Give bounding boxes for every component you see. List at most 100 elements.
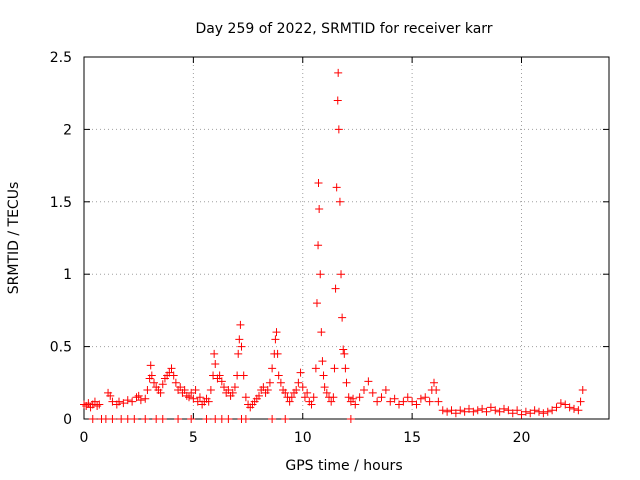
data-point xyxy=(561,400,570,409)
data-point xyxy=(341,364,350,373)
data-point xyxy=(281,388,290,397)
data-point xyxy=(495,407,504,416)
data-point xyxy=(482,407,491,416)
data-point xyxy=(300,393,309,402)
data-point xyxy=(565,403,574,412)
data-point xyxy=(478,404,487,413)
data-point xyxy=(220,383,228,392)
data-point xyxy=(521,407,530,416)
data-point xyxy=(318,357,327,366)
data-point xyxy=(93,401,102,410)
data-point xyxy=(517,410,526,419)
data-point xyxy=(84,399,93,408)
data-point xyxy=(451,409,460,418)
data-point xyxy=(556,399,565,408)
data-point xyxy=(386,397,395,406)
data-point xyxy=(228,388,237,397)
data-point xyxy=(344,393,353,402)
data-point xyxy=(307,400,316,409)
x-tick-label: 15 xyxy=(403,430,421,446)
data-point xyxy=(342,378,351,387)
data-point xyxy=(158,415,167,423)
data-point xyxy=(317,328,326,337)
data-point xyxy=(224,415,233,423)
data-point xyxy=(259,383,268,392)
data-point xyxy=(271,335,280,344)
data-point xyxy=(294,378,303,387)
data-point xyxy=(239,371,248,380)
data-point xyxy=(314,241,323,250)
y-tick-label: 0.5 xyxy=(50,340,72,356)
data-point xyxy=(115,397,123,406)
data-point xyxy=(167,364,176,373)
data-point xyxy=(187,388,196,397)
data-point xyxy=(491,406,500,415)
data-points xyxy=(80,68,587,423)
data-point xyxy=(552,403,561,412)
data-point xyxy=(189,394,198,403)
data-point xyxy=(241,393,250,402)
data-point xyxy=(158,380,167,389)
data-point xyxy=(210,349,219,358)
data-point xyxy=(543,407,552,416)
data-point xyxy=(128,397,137,406)
y-tick-label: 1 xyxy=(63,267,72,283)
data-point xyxy=(355,393,364,402)
data-point xyxy=(119,399,128,408)
data-point xyxy=(408,397,417,406)
data-point xyxy=(578,386,587,395)
data-point xyxy=(215,371,224,380)
x-tick-labels: 0 5 10 15 20 xyxy=(80,430,531,446)
data-point xyxy=(316,270,325,279)
data-point xyxy=(346,415,355,423)
data-point xyxy=(334,125,343,134)
data-point xyxy=(141,415,150,423)
grid xyxy=(84,57,609,419)
data-point xyxy=(447,406,456,415)
data-point xyxy=(123,396,132,405)
data-point xyxy=(335,197,344,206)
data-point xyxy=(130,415,139,423)
data-point xyxy=(268,415,277,423)
data-point xyxy=(106,391,115,400)
data-point xyxy=(576,397,585,406)
data-point xyxy=(90,397,99,406)
data-point xyxy=(443,407,452,416)
data-point xyxy=(281,415,290,423)
data-point xyxy=(311,364,320,373)
data-point xyxy=(292,386,301,395)
data-point xyxy=(255,391,263,400)
data-point xyxy=(574,406,583,415)
data-point xyxy=(169,371,178,380)
data-point xyxy=(319,371,328,380)
data-point xyxy=(315,205,324,214)
data-point xyxy=(296,368,305,377)
data-point xyxy=(303,388,312,397)
data-point xyxy=(330,364,339,373)
data-point xyxy=(395,400,403,409)
data-point xyxy=(460,407,469,416)
data-point xyxy=(377,393,386,402)
data-point xyxy=(373,397,382,406)
data-point xyxy=(456,406,465,415)
data-point xyxy=(202,415,211,423)
data-point xyxy=(217,377,226,386)
data-point xyxy=(337,270,346,279)
y-tick-label: 2.5 xyxy=(50,50,72,66)
x-tick-label: 0 xyxy=(80,430,89,446)
data-point xyxy=(465,404,473,413)
y-tick-labels: 0 0.5 1 1.5 2 2.5 xyxy=(50,50,72,428)
data-point xyxy=(171,378,180,387)
data-point xyxy=(425,397,434,406)
data-point xyxy=(204,397,213,406)
data-point xyxy=(224,386,233,395)
x-tick-label: 10 xyxy=(294,430,312,446)
x-axis-label: GPS time / hours xyxy=(285,458,402,474)
data-point xyxy=(268,364,277,373)
data-point xyxy=(320,383,329,392)
data-point xyxy=(88,415,97,423)
data-point xyxy=(165,368,174,377)
data-point xyxy=(368,388,377,397)
data-point xyxy=(322,388,331,397)
